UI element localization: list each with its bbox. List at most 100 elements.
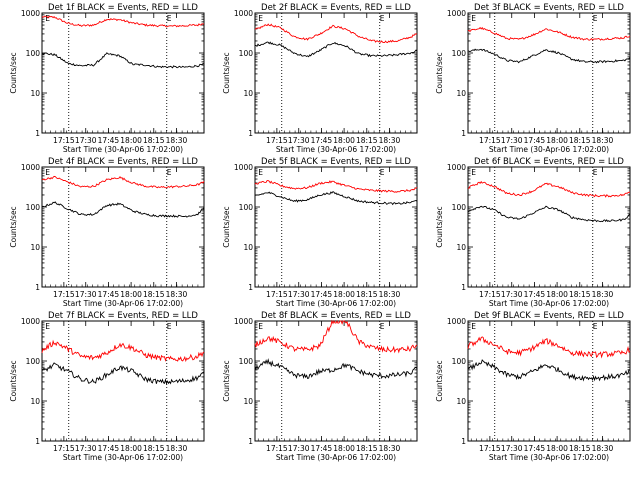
lld-series-line xyxy=(41,175,205,189)
event-marker-label: E xyxy=(45,168,50,177)
x-tick-label: 17:45 xyxy=(311,444,333,453)
x-axis-label: Start Time (30-Apr-06 17:02:00) xyxy=(489,453,609,462)
x-tick-label: 18:00 xyxy=(120,136,142,145)
x-tick-label: 18:30 xyxy=(166,136,188,145)
x-tick-label: 18:30 xyxy=(592,290,614,299)
x-axis-label: Start Time (30-Apr-06 17:02:00) xyxy=(489,145,609,154)
y-tick-label: 1 xyxy=(461,437,466,446)
x-tick-label: 17:45 xyxy=(524,136,546,145)
chart-title: Det 1f BLACK = Events, RED = LLD xyxy=(48,3,198,13)
x-tick-label: 17:30 xyxy=(288,136,310,145)
chart-panel: Det 7f BLACK = Events, RED = LLD 1 10 100 10… xyxy=(9,311,205,462)
y-axis-label: Counts/sec xyxy=(222,52,231,93)
chart-title: Det 2f BLACK = Events, RED = LLD xyxy=(261,3,411,13)
events-series-line xyxy=(254,358,418,380)
y-tick-label: 1000 xyxy=(21,163,40,172)
x-tick-label: 17:15 xyxy=(479,444,501,453)
chart-panel: Det 1f BLACK = Events, RED = LLD 1 10 100 10… xyxy=(9,3,205,154)
lld-series-line xyxy=(254,180,418,193)
event-marker-label: E xyxy=(380,168,385,177)
x-tick-label: 18:30 xyxy=(379,444,401,453)
x-tick-label: 18:00 xyxy=(333,136,355,145)
x-tick-label: 17:15 xyxy=(479,290,501,299)
event-marker-label: E xyxy=(258,322,263,331)
x-tick-label: 18:15 xyxy=(356,290,378,299)
y-tick-label: 100 xyxy=(239,357,254,366)
y-tick-label: 100 xyxy=(239,203,254,212)
event-marker-label: E xyxy=(471,322,476,331)
y-tick-label: 1 xyxy=(35,437,40,446)
chart-panel: Det 5f BLACK = Events, RED = LLD 1 10 100 10… xyxy=(222,157,418,308)
x-tick-label: 17:45 xyxy=(524,444,546,453)
y-axis-label: Counts/sec xyxy=(9,206,18,247)
y-tick-label: 1000 xyxy=(447,9,466,18)
y-tick-label: 10 xyxy=(30,89,40,98)
y-tick-label: 10 xyxy=(243,243,253,252)
x-tick-label: 18:00 xyxy=(120,444,142,453)
plot-frame xyxy=(41,12,205,134)
y-tick-label: 100 xyxy=(26,49,41,58)
x-tick-label: 18:15 xyxy=(143,136,165,145)
event-marker-label: E xyxy=(471,14,476,23)
lld-series-line xyxy=(254,23,418,44)
y-axis-label: Counts/sec xyxy=(435,206,444,247)
chart-title: Det 7f BLACK = Events, RED = LLD xyxy=(48,311,198,321)
y-tick-label: 100 xyxy=(239,49,254,58)
x-tick-label: 17:45 xyxy=(311,136,333,145)
y-tick-label: 1000 xyxy=(234,317,253,326)
x-tick-label: 17:15 xyxy=(266,444,288,453)
x-tick-label: 17:15 xyxy=(266,136,288,145)
x-tick-label: 17:30 xyxy=(288,290,310,299)
x-tick-label: 17:45 xyxy=(98,290,120,299)
chart-panel: Det 4f BLACK = Events, RED = LLD 1 10 100 10… xyxy=(9,157,205,308)
event-marker-label: E xyxy=(593,14,598,23)
chart-title: Det 4f BLACK = Events, RED = LLD xyxy=(48,157,198,167)
x-axis-label: Start Time (30-Apr-06 17:02:00) xyxy=(63,299,183,308)
y-axis-label: Counts/sec xyxy=(9,52,18,93)
x-tick-label: 18:15 xyxy=(143,290,165,299)
events-series-line xyxy=(41,362,205,385)
event-marker-label: E xyxy=(593,322,598,331)
x-tick-label: 18:00 xyxy=(546,136,568,145)
x-tick-label: 18:00 xyxy=(546,290,568,299)
x-tick-label: 17:15 xyxy=(479,136,501,145)
x-tick-label: 17:45 xyxy=(98,444,120,453)
plot-frame xyxy=(254,166,418,288)
x-tick-label: 17:30 xyxy=(75,444,97,453)
plot-frame xyxy=(254,320,418,442)
chart-panel: Det 3f BLACK = Events, RED = LLD 1 10 100 10… xyxy=(435,3,631,154)
x-axis-label: Start Time (30-Apr-06 17:02:00) xyxy=(489,299,609,308)
lld-series-line xyxy=(467,336,631,359)
x-tick-label: 17:45 xyxy=(98,136,120,145)
x-tick-label: 17:45 xyxy=(311,290,333,299)
event-marker-label: E xyxy=(167,168,172,177)
y-tick-label: 1 xyxy=(248,437,253,446)
lld-series-line xyxy=(467,180,630,198)
event-marker-label: E xyxy=(258,14,263,23)
chart-panel: Det 2f BLACK = Events, RED = LLD 1 10 100 10… xyxy=(222,3,418,154)
chart-title: Det 8f BLACK = Events, RED = LLD xyxy=(261,311,411,321)
y-tick-label: 10 xyxy=(456,243,466,252)
y-tick-label: 10 xyxy=(243,397,253,406)
event-marker-label: E xyxy=(45,14,50,23)
events-series-line xyxy=(41,52,205,69)
y-tick-label: 1000 xyxy=(447,317,466,326)
x-tick-label: 18:15 xyxy=(569,290,591,299)
x-tick-label: 18:00 xyxy=(546,444,568,453)
x-tick-label: 17:15 xyxy=(53,136,75,145)
lld-series-line xyxy=(467,26,631,41)
y-tick-label: 100 xyxy=(26,203,41,212)
y-tick-label: 1000 xyxy=(447,163,466,172)
x-tick-label: 17:15 xyxy=(53,444,75,453)
x-tick-label: 17:30 xyxy=(75,136,97,145)
y-axis-label: Counts/sec xyxy=(222,206,231,247)
y-tick-label: 10 xyxy=(243,89,253,98)
events-series-line xyxy=(255,191,418,206)
x-tick-label: 17:15 xyxy=(53,290,75,299)
events-series-line xyxy=(255,41,418,58)
y-tick-label: 1 xyxy=(35,283,40,292)
event-marker-label: E xyxy=(167,14,172,23)
x-tick-label: 18:30 xyxy=(592,136,614,145)
x-axis-label: Start Time (30-Apr-06 17:02:00) xyxy=(276,299,396,308)
